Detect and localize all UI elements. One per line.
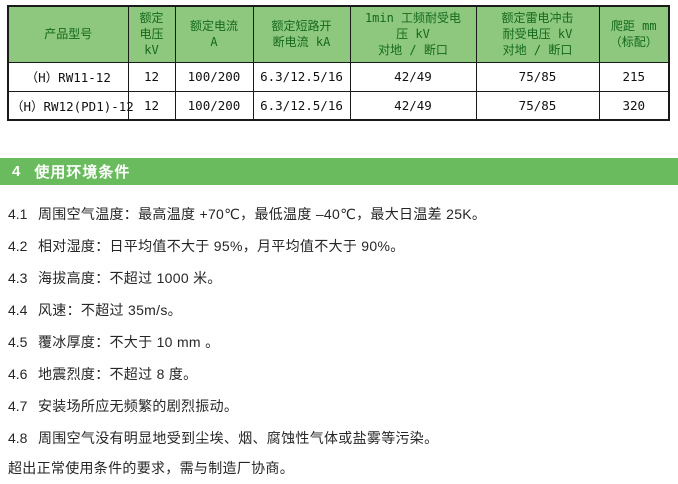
item-number: 4.1 <box>8 206 28 222</box>
cell-model: （H）RW12(PD1)-12 <box>7 90 134 121</box>
header-creepage: 爬距 mm （标配） <box>598 5 670 63</box>
cell-lightning: 75/85 <box>475 90 600 121</box>
cell-voltage: 12 <box>127 90 176 121</box>
item-text: 风速：不超过 35m/s。 <box>38 302 182 318</box>
list-item: 4.2 相对湿度：日平均值不大于 95%，月平均值不大于 90%。 <box>0 230 678 262</box>
item-number: 4.5 <box>8 334 28 350</box>
item-text: 覆冰厚度：不大于 10 mm 。 <box>38 334 220 350</box>
item-number: 4.3 <box>8 270 28 286</box>
cell-breaking-current: 6.3/12.5/16 <box>252 61 351 92</box>
list-item: 4.5 覆冰厚度：不大于 10 mm 。 <box>0 326 678 358</box>
list-item: 4.1 周围空气温度：最高温度 +70℃，最低温度 –40℃，最大日温差 25K… <box>0 198 678 230</box>
header-lightning-impulse: 额定雷电冲击 耐受电压 kV 对地 / 断口 <box>475 5 600 63</box>
cell-current: 100/200 <box>174 61 254 92</box>
header-rated-current: 额定电流 A <box>174 5 254 63</box>
cell-power-freq: 42/49 <box>349 90 477 121</box>
list-item: 4.4 风速：不超过 35m/s。 <box>0 294 678 326</box>
item-number: 4.8 <box>8 430 28 446</box>
section-heading: 4 使用环境条件 <box>0 158 678 185</box>
cell-breaking-current: 6.3/12.5/16 <box>252 90 351 121</box>
table-row: （H）RW11-12 12 100/200 6.3/12.5/16 42/49 … <box>7 61 670 92</box>
list-item: 4.8 周围空气没有明显地受到尘埃、烟、腐蚀性气体或盐雾等污染。 <box>0 422 678 454</box>
header-rated-voltage: 额定 电压 kV <box>127 5 176 63</box>
cell-voltage: 12 <box>127 61 176 92</box>
cell-lightning: 75/85 <box>475 61 600 92</box>
item-number: 4.7 <box>8 398 28 414</box>
header-power-freq-withstand: 1min 工频耐受电 压 kV 对地 / 断口 <box>349 5 477 63</box>
item-number: 4.4 <box>8 302 28 318</box>
item-text: 周围空气温度：最高温度 +70℃，最低温度 –40℃，最大日温差 25K。 <box>38 206 487 222</box>
cell-current: 100/200 <box>174 90 254 121</box>
manufacturer-note: 超出正常使用条件的要求，需与制造厂协商。 <box>8 460 294 476</box>
section-number: 4 <box>12 163 21 180</box>
item-text: 安装场所应无频繁的剧烈振动。 <box>38 398 239 414</box>
product-spec-table: 产品型号 额定 电压 kV 额定电流 A 额定短路开 断电流 kA 1min 工… <box>7 5 670 121</box>
item-number: 4.2 <box>8 238 28 254</box>
item-text: 海拔高度：不超过 1000 米。 <box>38 270 222 286</box>
cell-power-freq: 42/49 <box>349 61 477 92</box>
item-number: 4.6 <box>8 366 28 382</box>
list-item: 4.7 安装场所应无频繁的剧烈振动。 <box>0 390 678 422</box>
table-header-row: 产品型号 额定 电压 kV 额定电流 A 额定短路开 断电流 kA 1min 工… <box>7 5 670 63</box>
list-item: 4.3 海拔高度：不超过 1000 米。 <box>0 262 678 294</box>
cell-model: （H）RW11-12 <box>7 61 129 92</box>
item-text: 相对湿度：日平均值不大于 95%，月平均值不大于 90%。 <box>38 238 405 254</box>
header-product-model: 产品型号 <box>7 5 129 63</box>
section-title: 使用环境条件 <box>34 164 131 181</box>
item-text: 地震烈度：不超过 8 度。 <box>38 366 198 382</box>
header-breaking-current: 额定短路开 断电流 kA <box>252 5 351 63</box>
cell-creepage: 320 <box>598 90 670 121</box>
table-row: （H）RW12(PD1)-12 12 100/200 6.3/12.5/16 4… <box>7 90 670 121</box>
conditions-list: 4.1 周围空气温度：最高温度 +70℃，最低温度 –40℃，最大日温差 25K… <box>0 198 678 454</box>
item-text: 周围空气没有明显地受到尘埃、烟、腐蚀性气体或盐雾等污染。 <box>38 430 439 446</box>
cell-creepage: 215 <box>598 61 670 92</box>
list-item: 4.6 地震烈度：不超过 8 度。 <box>0 358 678 390</box>
